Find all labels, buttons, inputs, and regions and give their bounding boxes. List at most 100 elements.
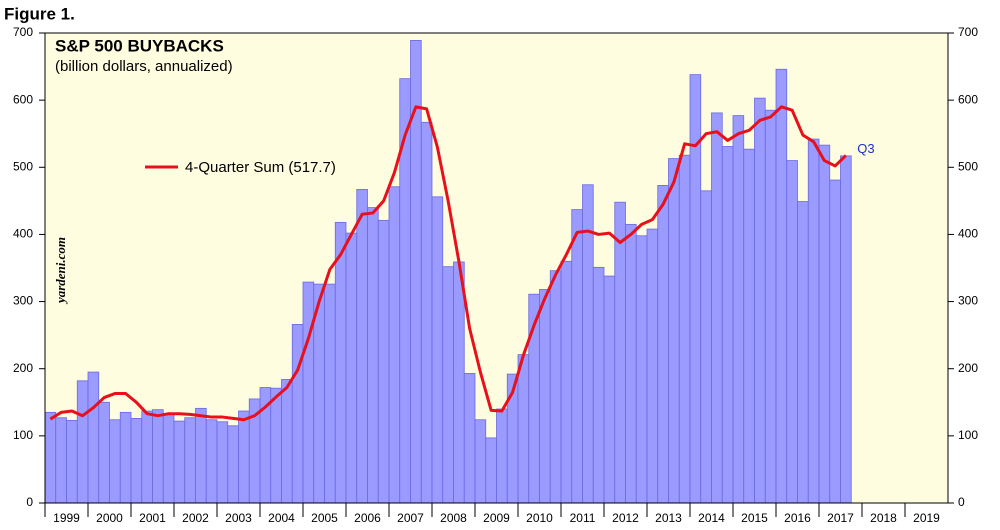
- bar: [238, 410, 250, 504]
- bar: [388, 186, 401, 504]
- x-tick-label: 2014: [698, 511, 725, 525]
- y2-tick-label: 0: [958, 495, 965, 509]
- bar: [324, 283, 336, 504]
- bar: [281, 379, 293, 504]
- bar: [302, 281, 315, 504]
- bar: [270, 387, 282, 504]
- x-tick-label: 2013: [655, 511, 682, 525]
- bar: [87, 371, 100, 504]
- y-tick-label: 0: [26, 495, 33, 509]
- bar: [775, 68, 788, 504]
- figure-label: Figure 1.: [4, 4, 75, 23]
- chart-subtitle: (billion dollars, annualized): [55, 58, 233, 75]
- bar: [678, 154, 691, 504]
- bar: [571, 209, 583, 504]
- y-tick-label: 300: [13, 294, 33, 308]
- plot-frame: [44, 32, 949, 504]
- bar: [195, 407, 207, 504]
- bar: [711, 112, 723, 504]
- x-tick-label: 2015: [741, 511, 768, 525]
- x-tick-label: 2007: [397, 511, 424, 525]
- bar: [334, 221, 347, 504]
- bar: [141, 410, 153, 504]
- bar: [76, 380, 89, 504]
- x-tick-label: 2001: [139, 511, 166, 525]
- bar: [485, 437, 497, 504]
- bar: [463, 373, 476, 504]
- bar: [474, 419, 487, 504]
- y2-tick-label: 200: [958, 361, 978, 375]
- bar: [549, 270, 562, 504]
- bar: [227, 425, 239, 504]
- bar: [152, 409, 164, 504]
- x-tick-label: 2019: [913, 511, 940, 525]
- bar: [818, 144, 831, 504]
- bar: [119, 411, 132, 504]
- y-tick-label: 200: [13, 361, 33, 375]
- bar: [635, 235, 648, 504]
- bar: [345, 232, 358, 504]
- bar: [732, 115, 745, 504]
- bar: [700, 190, 712, 504]
- y-tick-label: 400: [13, 227, 33, 241]
- x-tick-label: 2012: [612, 511, 639, 525]
- bar: [496, 408, 508, 504]
- x-tick-label: 2010: [526, 511, 553, 525]
- x-tick-label: 2011: [570, 511, 596, 525]
- bar: [453, 261, 465, 504]
- x-tick-label: 2002: [182, 511, 209, 525]
- bar: [689, 74, 702, 504]
- y-tick-label: 700: [13, 25, 33, 39]
- bar: [625, 223, 637, 504]
- bar: [603, 275, 616, 504]
- bar: [721, 146, 734, 504]
- bar: [184, 417, 196, 504]
- bar: [216, 421, 229, 504]
- bar: [517, 354, 530, 504]
- annotation: Q3: [857, 141, 874, 156]
- bar: [399, 78, 411, 504]
- bar: [807, 138, 820, 504]
- x-tick-label: 2018: [870, 511, 897, 525]
- x-tick-label: 2006: [354, 511, 381, 525]
- x-tick-label: 2003: [225, 511, 252, 525]
- x-tick-label: 2017: [827, 511, 854, 525]
- bar: [377, 219, 390, 504]
- bar: [754, 97, 766, 504]
- chart-title: S&P 500 BUYBACKS: [55, 36, 224, 55]
- y2-tick-label: 600: [958, 92, 978, 106]
- bar: [162, 413, 175, 504]
- bar: [356, 189, 368, 504]
- x-tick-label: 1999: [53, 511, 80, 525]
- x-tick-label: 2005: [311, 511, 338, 525]
- y2-tick-label: 500: [958, 159, 978, 173]
- bar: [130, 417, 143, 504]
- bar: [442, 266, 454, 504]
- y2-tick-label: 100: [958, 428, 978, 442]
- bar: [560, 260, 573, 504]
- bar: [109, 419, 121, 504]
- y2-tick-label: 700: [958, 25, 978, 39]
- bar: [797, 201, 809, 504]
- bar: [539, 289, 551, 504]
- bar: [291, 323, 304, 504]
- bar: [829, 179, 841, 504]
- bar: [173, 420, 186, 504]
- y-tick-label: 100: [13, 428, 33, 442]
- bar: [367, 207, 379, 504]
- bar: [657, 185, 669, 504]
- y-tick-label: 600: [13, 92, 33, 106]
- legend-label: 4-Quarter Sum (517.7): [185, 159, 336, 176]
- y2-tick-label: 300: [958, 294, 978, 308]
- y2-tick-label: 400: [958, 227, 978, 241]
- bar: [614, 201, 626, 504]
- bar: [205, 419, 218, 504]
- bar: [98, 401, 110, 504]
- bar: [646, 228, 659, 504]
- x-tick-label: 2008: [440, 511, 467, 525]
- x-tick-label: 2016: [784, 511, 811, 525]
- bar: [431, 196, 444, 504]
- bar: [668, 158, 680, 504]
- bar: [786, 160, 798, 504]
